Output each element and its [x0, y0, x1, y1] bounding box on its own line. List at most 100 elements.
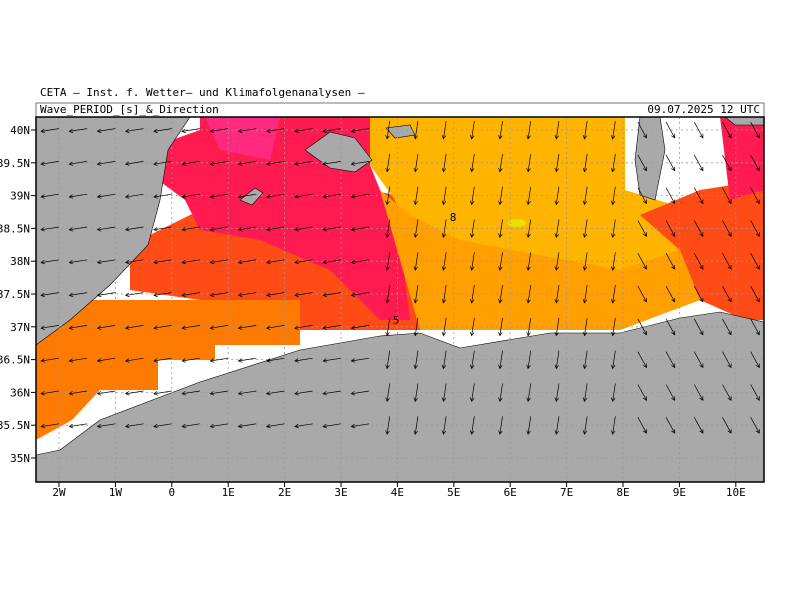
direction-arrow	[526, 416, 532, 435]
direction-arrow	[554, 186, 560, 206]
direction-arrow	[637, 351, 647, 369]
direction-arrow	[526, 383, 532, 403]
contour-label: 8	[450, 211, 457, 224]
direction-arrow	[350, 357, 370, 363]
direction-arrow	[350, 259, 370, 265]
direction-arrow	[413, 383, 419, 403]
direction-arrow	[385, 285, 391, 304]
direction-arrow	[322, 259, 341, 265]
direction-arrow	[582, 317, 588, 337]
land-africa	[36, 311, 764, 482]
direction-arrow	[265, 161, 285, 166]
direction-arrow	[124, 161, 144, 166]
direction-arrow	[153, 357, 172, 363]
lat-label: 35.5N	[0, 419, 30, 432]
direction-arrow	[554, 416, 560, 435]
lon-label: 2W	[52, 486, 66, 499]
direction-arrow	[153, 226, 172, 232]
direction-arrow	[582, 252, 588, 271]
direction-arrow	[413, 153, 419, 173]
direction-arrow	[693, 351, 704, 369]
lat-label: 35N	[10, 452, 30, 465]
direction-arrow	[722, 187, 732, 205]
direction-arrow	[693, 121, 704, 139]
direction-arrow	[265, 390, 285, 396]
direction-arrow	[413, 186, 419, 206]
direction-arrow	[68, 128, 88, 134]
direction-arrow	[750, 220, 760, 237]
direction-arrow	[237, 161, 257, 166]
direction-arrow	[722, 121, 732, 139]
direction-arrow	[265, 259, 285, 265]
lon-label: 7E	[560, 486, 573, 499]
direction-arrow	[582, 350, 588, 370]
direction-arrow	[637, 318, 647, 336]
direction-arrow	[237, 128, 257, 134]
direction-arrow	[40, 161, 59, 166]
direction-arrow	[693, 318, 704, 336]
direction-arrow	[68, 193, 88, 199]
direction-arrow	[96, 128, 116, 134]
field-orange	[36, 300, 300, 440]
direction-arrow	[610, 153, 616, 173]
direction-arrow	[124, 325, 144, 330]
direction-arrow	[40, 226, 59, 232]
direction-arrow	[665, 154, 676, 172]
direction-arrow	[637, 285, 647, 303]
land-ibiza	[239, 187, 264, 206]
direction-arrow	[693, 417, 704, 434]
lon-label: 8E	[616, 486, 629, 499]
direction-arrow	[413, 252, 419, 271]
direction-arrow	[265, 325, 285, 330]
direction-arrow	[96, 325, 116, 330]
direction-arrow	[322, 226, 341, 232]
direction-arrow	[526, 186, 532, 206]
direction-arrow	[209, 423, 229, 429]
direction-arrow	[294, 161, 313, 166]
direction-arrow	[469, 350, 475, 370]
direction-arrow	[498, 186, 503, 206]
direction-arrow	[96, 292, 116, 298]
direction-arrow	[350, 161, 370, 166]
direction-arrow	[750, 318, 760, 336]
direction-arrow	[209, 357, 229, 363]
map-title: Wave_PERIOD_[s]_&_Direction	[40, 103, 219, 116]
direction-arrow	[413, 219, 419, 239]
lon-label: 2E	[278, 486, 291, 499]
direction-arrow	[665, 384, 676, 401]
lat-label: 38N	[10, 255, 30, 268]
direction-arrow	[322, 161, 341, 166]
direction-arrow	[153, 423, 172, 429]
lon-label: 5E	[447, 486, 460, 499]
direction-arrow	[153, 259, 172, 265]
direction-arrow	[637, 154, 647, 172]
direction-arrow	[554, 121, 560, 140]
direction-arrow	[294, 325, 313, 330]
direction-arrow	[265, 357, 285, 363]
lat-label: 37.5N	[0, 288, 30, 301]
direction-arrow	[469, 121, 475, 140]
direction-arrow	[237, 193, 257, 199]
direction-arrow	[350, 325, 370, 330]
direction-arrow	[498, 350, 503, 370]
direction-arrow	[610, 383, 616, 403]
direction-arrow	[350, 193, 370, 199]
direction-arrow	[385, 219, 391, 239]
direction-arrow	[294, 226, 313, 232]
direction-arrow	[68, 423, 88, 429]
direction-arrow	[40, 423, 59, 429]
lat-label: 37N	[10, 321, 30, 334]
direction-arrow	[582, 285, 588, 304]
direction-arrow	[441, 416, 447, 435]
direction-arrow	[153, 292, 172, 298]
direction-arrow	[265, 292, 285, 298]
direction-arrow	[554, 383, 560, 403]
direction-arrow	[693, 220, 704, 237]
direction-arrow	[181, 357, 200, 363]
direction-arrow	[498, 252, 503, 271]
direction-arrow	[750, 121, 760, 139]
direction-arrow	[610, 252, 616, 271]
direction-arrow	[265, 193, 285, 199]
direction-arrow	[441, 350, 447, 370]
direction-arrow	[153, 128, 172, 134]
